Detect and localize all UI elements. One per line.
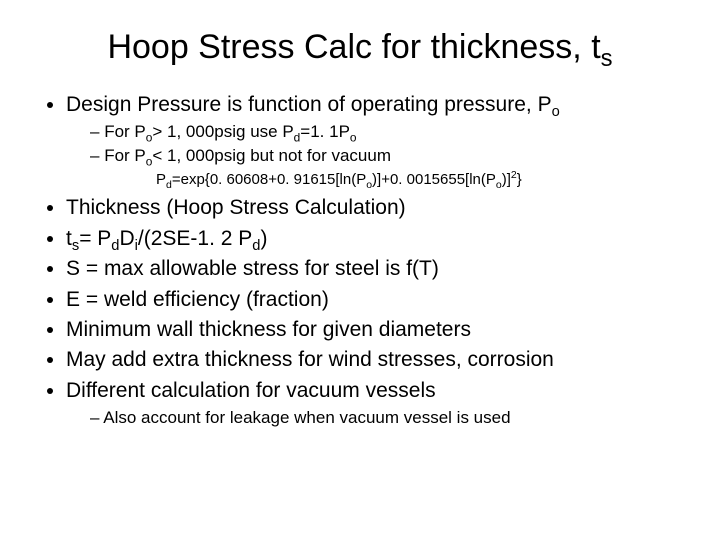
slide-title: Hoop Stress Calc for thickness, ts: [40, 28, 680, 67]
sub-bullet-text: For Po> 1, 000psig use Pd=1. 1Po: [104, 122, 356, 141]
slide: Hoop Stress Calc for thickness, ts Desig…: [0, 0, 720, 540]
bullet-extra-thickness: May add extra thickness for wind stresse…: [66, 346, 680, 374]
bullet-text: Design Pressure is function of operating…: [66, 93, 560, 116]
bullet-list: Design Pressure is function of operating…: [40, 91, 680, 430]
sub-bullet: For Po> 1, 000psig use Pd=1. 1Po: [90, 121, 680, 144]
sub-bullet: Also account for leakage when vacuum ves…: [90, 407, 680, 430]
sub-list: Also account for leakage when vacuum ves…: [66, 407, 680, 430]
bullet-ts-formula: ts= PdDi/(2SE-1. 2 Pd): [66, 225, 680, 253]
sub-list: For Po> 1, 000psig use Pd=1. 1Po For Po<…: [66, 121, 680, 168]
sub-bullet-text: For Po< 1, 000psig but not for vacuum: [104, 146, 391, 165]
sub-bullet: For Po< 1, 000psig but not for vacuum: [90, 145, 680, 168]
bullet-s-def: S = max allowable stress for steel is f(…: [66, 255, 680, 283]
sub-bullet-text: Also account for leakage when vacuum ves…: [103, 408, 510, 427]
bullet-thickness: Thickness (Hoop Stress Calculation): [66, 194, 680, 222]
bullet-text: Different calculation for vacuum vessels: [66, 379, 436, 402]
bullet-e-def: E = weld efficiency (fraction): [66, 286, 680, 314]
bullet-vacuum: Different calculation for vacuum vessels…: [66, 377, 680, 430]
formula-line: Pd=exp{0. 60608+0. 91615[ln(Po)]+0. 0015…: [66, 170, 680, 190]
bullet-design-pressure: Design Pressure is function of operating…: [66, 91, 680, 190]
bullet-min-wall: Minimum wall thickness for given diamete…: [66, 316, 680, 344]
